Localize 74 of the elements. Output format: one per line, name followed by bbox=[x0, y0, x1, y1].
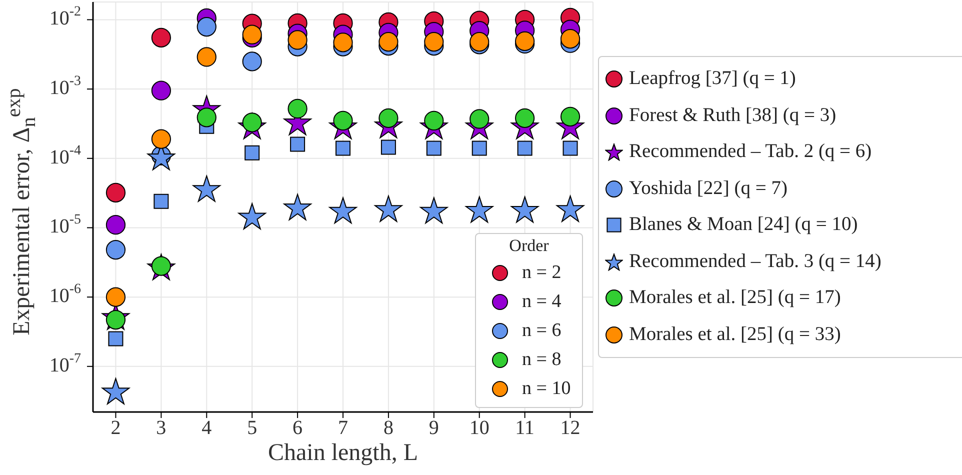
point bbox=[560, 106, 580, 126]
point bbox=[470, 109, 490, 129]
legend-label: Morales et al. [25] (q = 17) bbox=[629, 287, 841, 310]
x-tick-label: 12 bbox=[560, 417, 580, 440]
legend-label: Morales et al. [25] (q = 33) bbox=[629, 324, 841, 346]
point bbox=[515, 108, 535, 128]
annotation: n = 8 bbox=[522, 348, 562, 370]
point bbox=[288, 98, 308, 119]
point bbox=[378, 108, 398, 128]
point bbox=[106, 240, 126, 260]
legend-label: Recommended – Tab. 3 (q = 14) bbox=[629, 250, 882, 273]
point bbox=[517, 140, 532, 156]
legend-label: Yoshida [22] (q = 7) bbox=[629, 178, 788, 200]
point bbox=[106, 182, 126, 202]
legend-label: Forest & Ruth [38] (q = 3) bbox=[629, 104, 836, 127]
point bbox=[244, 145, 260, 160]
point bbox=[108, 331, 124, 346]
x-tick-label: 11 bbox=[515, 417, 534, 440]
legend-label: Recommended – Tab. 2 (q = 6) bbox=[629, 141, 872, 164]
x-axis-title: Chain length, L bbox=[267, 440, 419, 467]
point bbox=[336, 140, 350, 156]
point bbox=[102, 378, 130, 404]
y-tick-label: 10$^{-4}$ bbox=[49, 142, 81, 168]
x-tick-label: 9 bbox=[428, 417, 439, 440]
point bbox=[378, 32, 398, 52]
point bbox=[290, 136, 306, 152]
x-tick-label: 5 bbox=[247, 417, 258, 440]
y-tick-label: 10$^{-3}$ bbox=[49, 74, 81, 99]
point bbox=[472, 140, 487, 156]
point bbox=[196, 47, 216, 67]
x-tick-label: 8 bbox=[383, 417, 394, 440]
x-tick-label: 10 bbox=[469, 417, 490, 440]
x-tick-label: 3 bbox=[156, 417, 166, 440]
point bbox=[151, 80, 171, 100]
point bbox=[562, 140, 578, 156]
point bbox=[466, 196, 494, 223]
point bbox=[106, 287, 126, 307]
point bbox=[560, 29, 580, 49]
annotation: n = 6 bbox=[522, 320, 562, 342]
x-tick-label: 6 bbox=[292, 417, 303, 440]
y-tick-label: 10$^{-6}$ bbox=[49, 282, 81, 307]
point bbox=[192, 175, 220, 202]
point bbox=[196, 17, 216, 37]
legend-title: Order bbox=[508, 236, 550, 256]
x-tick-label: 4 bbox=[202, 417, 212, 440]
point bbox=[154, 194, 169, 209]
point bbox=[374, 195, 402, 222]
point bbox=[426, 140, 442, 156]
point bbox=[284, 194, 312, 220]
point bbox=[333, 110, 353, 130]
annotation: n = 4 bbox=[522, 290, 562, 312]
x-tick-label: 7 bbox=[338, 417, 348, 440]
point bbox=[238, 203, 266, 230]
point bbox=[510, 196, 539, 223]
point bbox=[333, 32, 353, 52]
point bbox=[151, 28, 171, 48]
annotation: n = 10 bbox=[522, 378, 571, 400]
x-tick-label: 2 bbox=[110, 417, 121, 440]
y-tick-label: 10$^{-5}$ bbox=[49, 212, 81, 238]
point bbox=[556, 195, 584, 222]
point bbox=[329, 197, 357, 224]
annotation: n = 2 bbox=[522, 262, 562, 284]
y-tick-label: 10$^{-7}$ bbox=[49, 350, 81, 376]
legend-label: Leapfrog [37] (q = 1) bbox=[629, 68, 796, 90]
point bbox=[151, 129, 171, 149]
point bbox=[380, 140, 396, 155]
y-tick-label: 10$^{-2}$ bbox=[49, 4, 81, 30]
point bbox=[424, 32, 444, 52]
point bbox=[424, 110, 444, 130]
point bbox=[288, 30, 308, 50]
point bbox=[106, 215, 126, 235]
point bbox=[242, 52, 262, 72]
legend-label: Blanes & Moan [24] (q = 10) bbox=[629, 214, 858, 236]
point bbox=[420, 197, 448, 224]
